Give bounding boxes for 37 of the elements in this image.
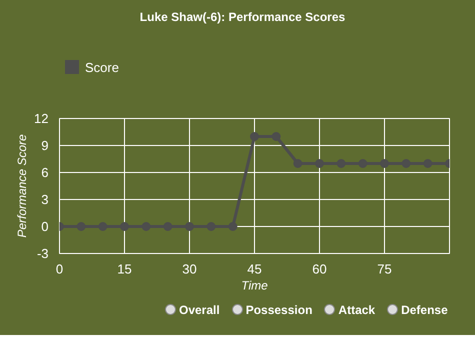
point	[358, 159, 368, 168]
x-tick-label: 60	[312, 262, 327, 276]
point	[185, 222, 194, 231]
y-tick-label: 0	[41, 219, 49, 234]
y-tick-label: 3	[41, 192, 49, 207]
y-tick-label: -3	[36, 246, 49, 261]
x-tick-label: 30	[182, 262, 197, 276]
legend-label: Score	[84, 60, 119, 75]
x-tick-label: 0	[56, 262, 64, 276]
point	[293, 159, 302, 168]
point	[206, 222, 216, 231]
y-tick-label: 9	[41, 138, 49, 153]
text: Overall	[178, 303, 220, 317]
point	[163, 222, 172, 231]
text: Attack	[337, 303, 376, 317]
text: Possession	[244, 303, 312, 317]
y-tick-label: 12	[34, 111, 49, 126]
x-tick-label: 45	[247, 262, 262, 276]
point	[380, 159, 389, 168]
point	[76, 222, 86, 231]
x-tick-label: 15	[117, 262, 132, 276]
point	[423, 159, 432, 168]
point	[315, 159, 324, 168]
y-axis-title: Performance Score	[15, 134, 30, 238]
point	[272, 132, 281, 141]
y-tick-label: 6	[41, 165, 49, 180]
x-axis-title: Time	[241, 278, 268, 292]
point	[120, 222, 129, 231]
point	[336, 159, 346, 168]
point	[402, 159, 411, 168]
point	[228, 222, 238, 231]
point	[98, 222, 108, 231]
x-tick-label: 75	[377, 262, 392, 276]
text: Defense	[400, 303, 448, 317]
chart-title: Luke Shaw(-6): Performance Scores	[140, 9, 346, 26]
point	[142, 222, 151, 231]
point	[250, 132, 259, 141]
